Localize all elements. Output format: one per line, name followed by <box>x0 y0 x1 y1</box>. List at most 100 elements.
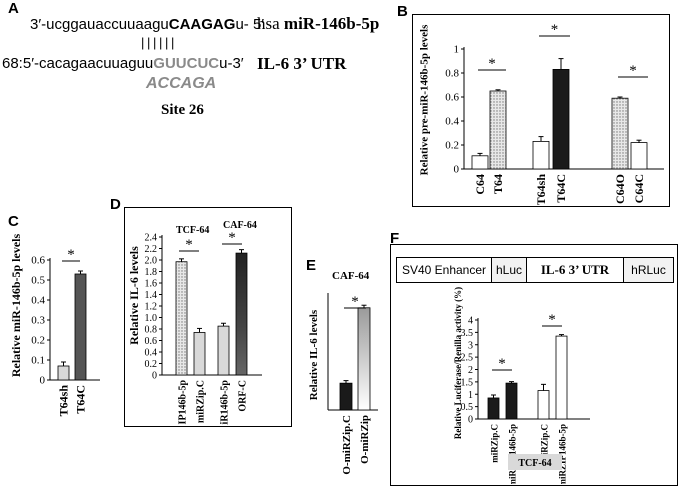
bar <box>235 252 248 376</box>
bar <box>505 382 518 420</box>
significance-star: * <box>488 56 496 72</box>
y-tick-label: 0.8 <box>445 68 459 80</box>
mirna-sequence: 3′-ucggauaccuuaaguCAAGAGu- 5′ <box>30 16 264 33</box>
panel-d-letter: D <box>110 196 121 213</box>
x-category-label: miRZip.C <box>540 424 550 463</box>
mirna-label: hsa miR-146b-5p <box>257 14 379 34</box>
x-category-label: miRZip.C <box>196 380 207 423</box>
bar <box>487 397 500 420</box>
mirna-seed: CAAGAG <box>168 16 236 33</box>
bar <box>471 155 489 170</box>
utr-seq-prefix: 68:5′-cacagaacuuaguu <box>2 55 154 72</box>
y-tick-label: 0.5 <box>461 402 474 413</box>
y-tick-label: 1.2 <box>145 302 158 313</box>
y-tick-label: 1 <box>468 390 473 401</box>
y-tick-label: 1.8 <box>145 267 158 278</box>
y-tick-label: 0.6 <box>31 255 45 267</box>
y-tick-label: 0.3 <box>31 315 45 327</box>
y-tick-label: 0.2 <box>145 359 158 370</box>
x-category-label: T64sh <box>57 385 71 417</box>
bar <box>217 325 230 376</box>
panel-d-frame <box>124 207 292 427</box>
y-tick-label: 0.4 <box>445 116 459 128</box>
bar <box>532 141 550 170</box>
bar <box>537 390 550 420</box>
y-tick-label: 1.0 <box>145 313 158 324</box>
significance-star: * <box>228 230 236 246</box>
y-tick-label: 2.0 <box>145 256 158 267</box>
y-tick-label: 0 <box>454 164 460 176</box>
y-tick-label: 1.4 <box>145 290 158 301</box>
bar <box>193 332 206 376</box>
panel-e-title: CAF-64 <box>332 270 370 282</box>
bar <box>611 97 629 170</box>
panel-d-chart: TCF-64 CAF-64 00.20.40.60.81.01.21.41.61.8… <box>145 220 262 425</box>
y-tick-label: 1 <box>454 44 460 56</box>
bar <box>555 335 568 420</box>
x-category-label: O-miRZip <box>359 415 371 464</box>
y-tick-label: 0 <box>152 371 157 382</box>
x-category-label: miRZIP146b-5p <box>558 424 568 484</box>
utr-label: IL-6 3’ UTR <box>257 54 347 73</box>
utr-sequence: 68:5′-cacagaacuuaguuGUUCUCu-3′ <box>2 55 244 72</box>
group-label-box <box>508 454 562 470</box>
y-tick-label: 3 <box>468 340 473 351</box>
mirna-label-name: miR-146b-5p <box>283 14 380 33</box>
panel-f-letter: F <box>390 230 400 247</box>
x-category-label: C64O <box>613 174 627 204</box>
x-category-label: T64sh <box>534 174 548 205</box>
panel-f-chart: 0 0.51 1.522.5 33.54 miRZip.C miRZIP146b-5p mi… <box>461 312 590 484</box>
y-tick-label: 0 <box>40 375 46 387</box>
significance-star: * <box>551 22 559 38</box>
utr-seed: GUUCUC <box>153 55 220 72</box>
significance-star: * <box>629 63 637 79</box>
significance-star: * <box>498 356 506 372</box>
y-tick-label: 1.5 <box>461 377 474 388</box>
bar <box>74 273 87 381</box>
y-tick-label: 0.4 <box>31 295 45 307</box>
bar <box>339 382 353 411</box>
construct-enhancer: SV40 Enhancer <box>397 258 492 282</box>
x-category-label: T64C <box>554 174 568 203</box>
y-tick-label: 0.5 <box>31 275 45 287</box>
group-label: TCF-64 <box>518 458 551 469</box>
x-category-label: Pre-miR146b-5p <box>220 380 231 425</box>
bar <box>357 307 371 411</box>
site-label: Site 26 <box>161 102 204 118</box>
mirna-seq-suffix: u- 5′ <box>235 16 265 33</box>
panel-f-frame <box>390 244 678 486</box>
significance-star: * <box>185 237 193 253</box>
y-tick-label: 2.5 <box>461 353 474 364</box>
group-label-caf: CAF-64 <box>223 220 257 231</box>
panel-c-chart: 0 0.1 0.2 0.3 0.4 0.5 0.6 T64sh T64C * <box>31 247 100 417</box>
y-tick-label: 0.2 <box>31 335 45 347</box>
y-tick-label: 2.4 <box>145 233 158 244</box>
y-tick-label: 0.4 <box>145 348 158 359</box>
y-tick-label: 2.2 <box>145 244 158 255</box>
x-category-label: T64 <box>491 174 505 194</box>
y-tick-label: 0.6 <box>145 336 158 347</box>
mirna-label-prefix: hsa <box>257 14 284 33</box>
mutant-sequence: ACCAGA <box>146 75 217 92</box>
pairing-lines: | | | | | | <box>141 35 174 50</box>
panel-b-letter: B <box>397 3 408 20</box>
panel-b-chart: 0 0.2 0.4 0.6 0.8 1 C64 T64 T64sh T64C C64O C64C * * * <box>445 22 664 205</box>
bar <box>175 261 188 376</box>
bar <box>630 142 648 170</box>
x-category-label: O-miRZip.C <box>341 415 353 475</box>
panel-c-letter: C <box>8 213 19 230</box>
y-tick-label: 0.2 <box>445 140 459 152</box>
x-category-label: miRZip.C <box>490 424 500 463</box>
utr-seq-suffix: u-3′ <box>219 55 244 72</box>
x-category-label: miRZIP146b-5p <box>178 380 189 425</box>
y-tick-label: 0.6 <box>445 92 459 104</box>
y-tick-label: 0.8 <box>145 325 158 336</box>
y-tick-label: 0 <box>468 415 473 426</box>
bar <box>57 365 70 381</box>
y-tick-label: 0.1 <box>31 355 45 367</box>
panel-e-letter: E <box>306 257 317 274</box>
significance-star: * <box>351 294 359 310</box>
construct-diagram: SV40 Enhancer hLuc IL-6 3’ UTR hRLuc <box>396 257 674 283</box>
bar <box>489 90 507 170</box>
y-tick-label: 4 <box>468 316 473 327</box>
